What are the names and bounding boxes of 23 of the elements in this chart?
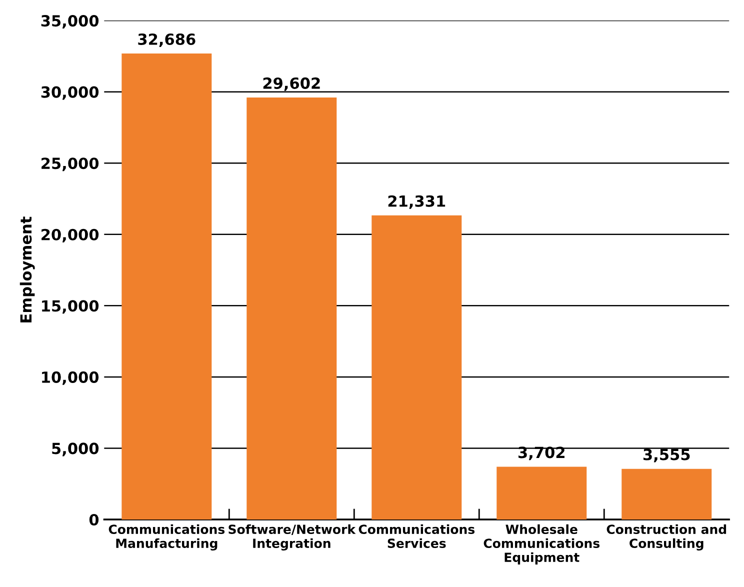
bar (246, 97, 337, 520)
data-label: 21,331 (388, 195, 446, 209)
x-tick-label: Construction and Consulting (606, 524, 726, 551)
y-tick-label: 5,000 (52, 442, 99, 456)
data-label: 3,555 (643, 448, 690, 462)
data-label: 32,686 (138, 33, 196, 47)
y-tick-label: 10,000 (42, 371, 99, 385)
y-tick-label: 35,000 (41, 15, 99, 29)
x-tick-label: Communications Services (358, 524, 475, 548)
y-tick-label: 30,000 (41, 86, 99, 100)
bar (122, 54, 212, 520)
y-tick-label: 0 (89, 514, 99, 526)
bar (622, 468, 712, 520)
bar (496, 466, 587, 520)
data-label: 29,602 (263, 77, 320, 91)
x-tick-label: Communications Manufacturing (108, 524, 225, 551)
x-tick-label: Wholesale Communications Equipment (484, 524, 600, 564)
y-tick-label: 15,000 (42, 300, 99, 314)
bar (372, 215, 462, 520)
y-tick-label: 20,000 (42, 228, 99, 242)
x-tick-label: Software/Network Integration (228, 524, 356, 551)
y-axis-title: Employment (20, 216, 35, 322)
y-tick-label: 25,000 (42, 158, 99, 172)
